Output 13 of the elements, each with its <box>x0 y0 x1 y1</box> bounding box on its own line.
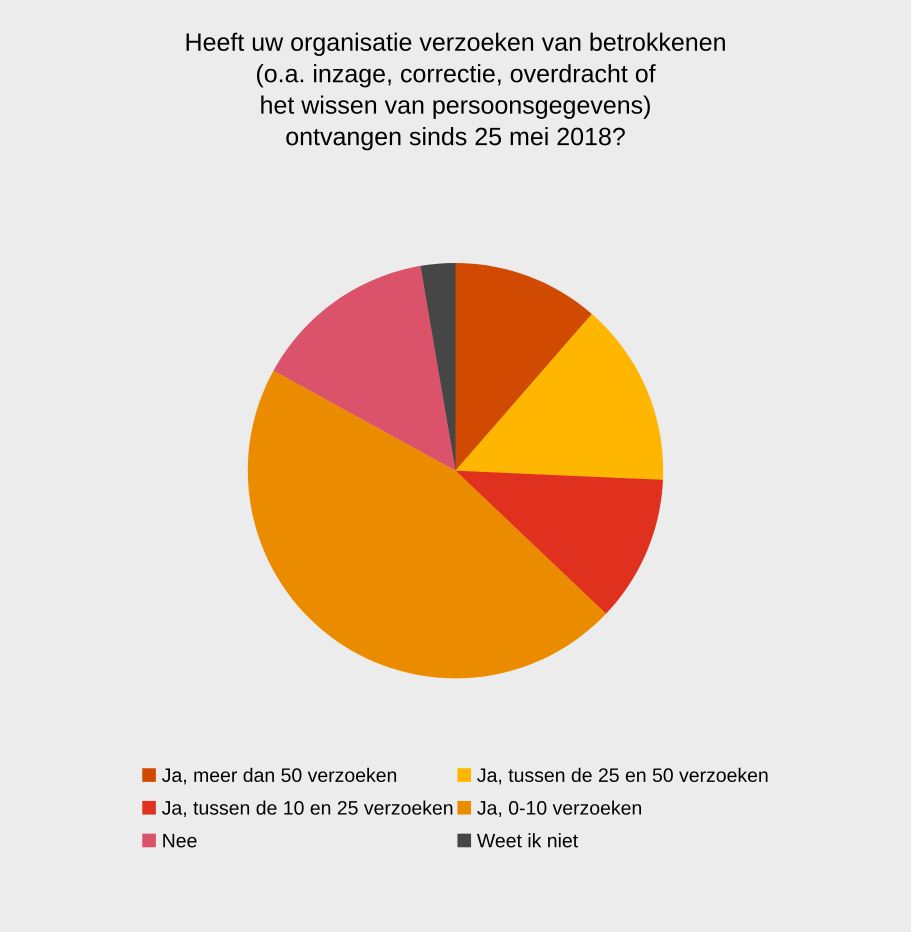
pie-slice <box>420 262 456 471</box>
legend-label: Ja, meer dan 50 verzoeken <box>162 768 396 784</box>
chart-title: Heeft uw organisatie verzoeken van betrokkenen (o.a. inzage, correctie, overdracht of het wissen van persoonsgegevens) ontvangen sinds 25 mei 2018? <box>186 32 725 150</box>
pie-slice <box>273 266 456 471</box>
pie-slice <box>456 470 664 614</box>
pie-slice <box>456 262 592 471</box>
legend-label: Ja, tussen de 10 en 25 verzoeken <box>162 800 452 818</box>
pie-slice <box>248 370 606 678</box>
legend-label: Nee <box>163 834 197 848</box>
pie-slice <box>456 314 664 480</box>
legend-label: Ja, tussen de 25 en 50 verzoeken <box>477 768 768 784</box>
legend-label: Weet ik niet <box>476 833 578 848</box>
legend-label: Ja, 0-10 verzoeken <box>477 800 641 818</box>
